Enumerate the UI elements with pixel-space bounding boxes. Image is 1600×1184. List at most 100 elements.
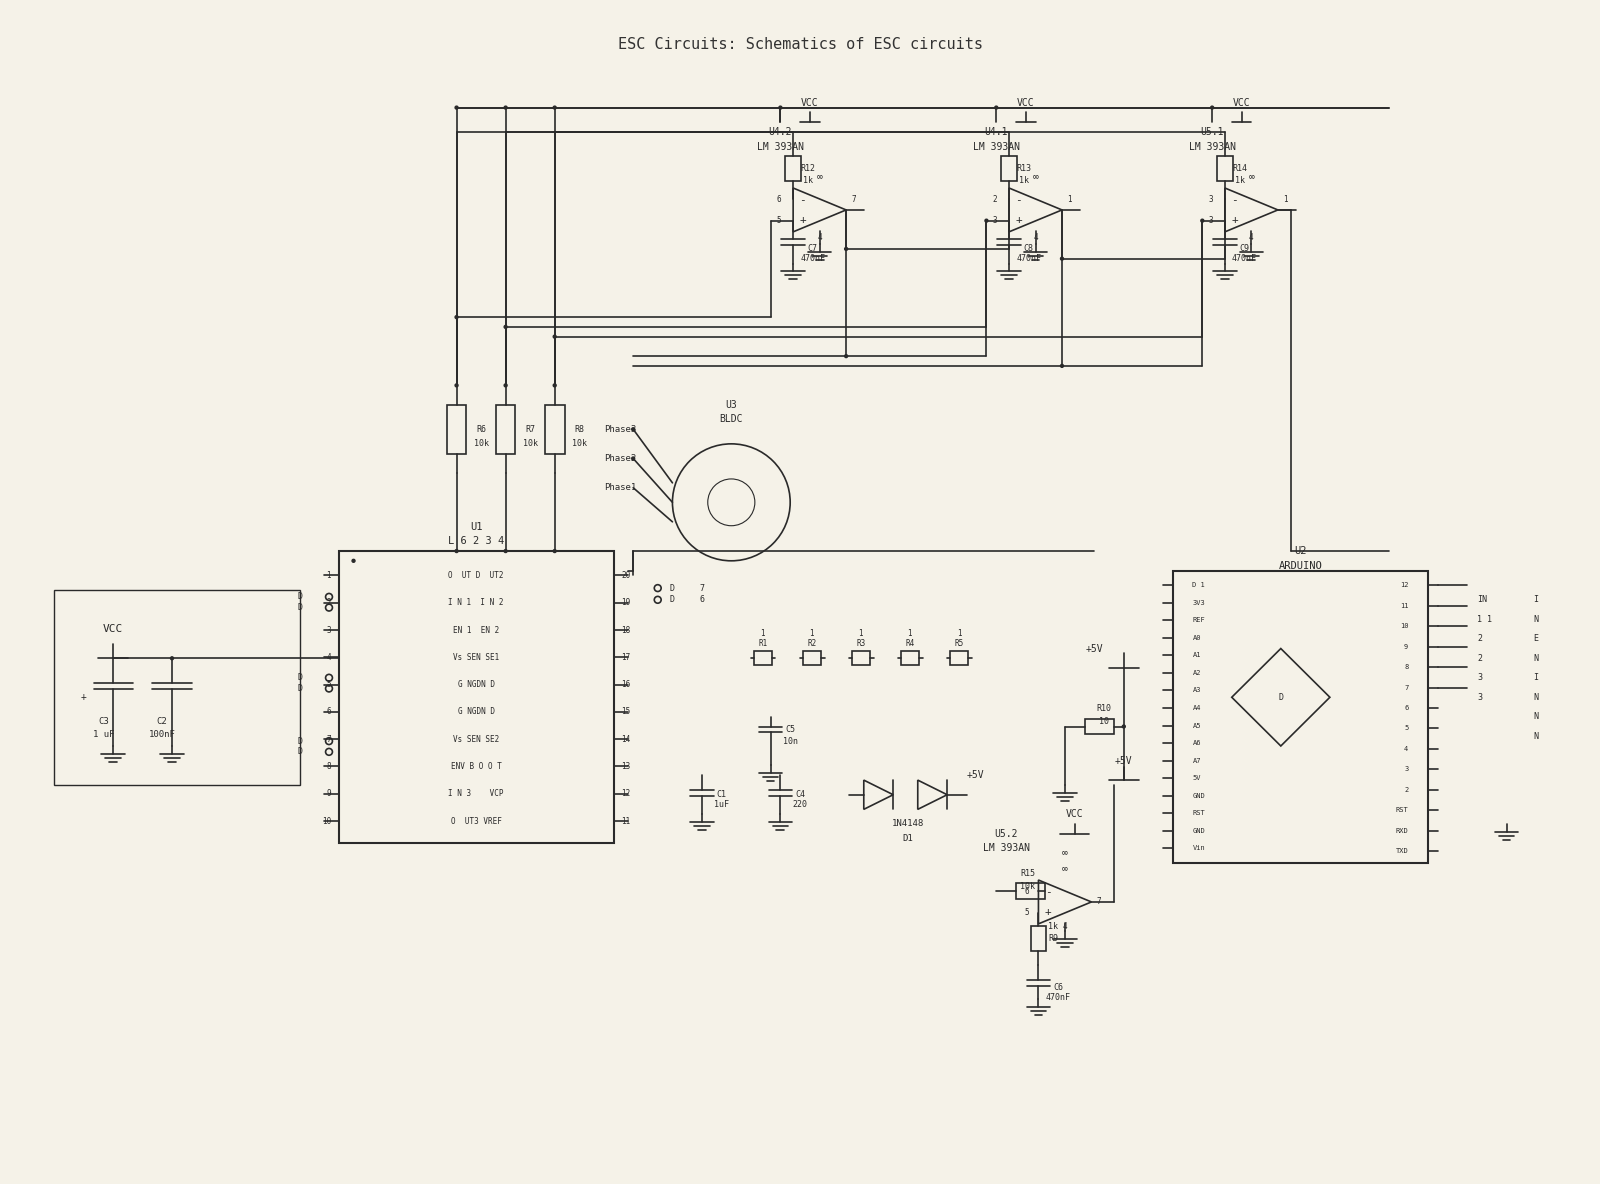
Text: G NGDN D: G NGDN D [458,707,494,716]
Circle shape [1122,725,1125,728]
Text: BLDC: BLDC [720,414,742,425]
Text: +: + [800,214,806,225]
Text: 3: 3 [1405,766,1408,772]
Text: D: D [298,747,302,757]
Text: 1: 1 [1486,614,1491,624]
Text: -: - [800,195,806,205]
Text: C9: C9 [1240,244,1250,253]
Bar [754,651,771,665]
Text: C5: C5 [786,725,795,734]
Text: A0: A0 [1192,635,1202,641]
Bar [1002,156,1018,181]
Text: I N 1  I N 2: I N 1 I N 2 [448,598,504,607]
Text: 6: 6 [1405,704,1408,710]
Text: D 1: D 1 [1192,583,1205,588]
Text: C3: C3 [98,718,109,726]
Text: 470nF: 470nF [1016,255,1042,263]
Text: Vs SEN SE2: Vs SEN SE2 [453,735,499,744]
Text: D: D [298,736,302,746]
Text: ARDUINO: ARDUINO [1278,561,1322,571]
Text: TXD: TXD [1395,848,1408,855]
Text: GND: GND [1192,828,1205,834]
Circle shape [845,355,848,358]
Text: 11: 11 [1400,603,1408,609]
Bar [1030,926,1046,951]
Text: 4: 4 [818,233,822,242]
Text: N: N [1533,654,1539,663]
Text: 5V: 5V [1192,776,1202,781]
Text: 3: 3 [992,217,997,225]
Text: 8: 8 [326,762,331,771]
Text: 10k: 10k [571,439,587,449]
Text: 1k: 1k [1048,922,1058,931]
Bar [54,590,299,785]
Text: U4.2: U4.2 [768,127,792,137]
Text: 10: 10 [1400,623,1408,629]
Text: 6: 6 [1024,887,1029,896]
Text: U3: U3 [725,400,738,410]
Text: 7: 7 [326,735,331,744]
Text: I: I [1533,674,1539,682]
Text: U4.1: U4.1 [984,127,1008,137]
Circle shape [504,549,507,553]
Text: +: + [1232,214,1238,225]
Text: 6: 6 [699,596,704,604]
Text: 8: 8 [1405,664,1408,670]
Bar [1016,883,1045,899]
Text: 7: 7 [699,584,704,593]
Text: C4: C4 [795,790,805,799]
Text: REF: REF [1192,617,1205,623]
Text: 3: 3 [1477,674,1482,682]
Text: 2: 2 [1405,787,1408,793]
Text: R3: R3 [856,639,866,648]
Text: 6: 6 [776,194,781,204]
Text: 17: 17 [621,652,630,662]
Circle shape [454,107,458,109]
Text: 1: 1 [760,630,765,638]
Text: 2: 2 [326,598,331,607]
Text: -: - [1045,887,1051,897]
Text: R7: R7 [525,425,534,433]
Circle shape [1061,257,1064,260]
Text: 10: 10 [1099,718,1109,726]
Text: U1: U1 [470,522,483,532]
Circle shape [632,427,635,431]
Text: VCC: VCC [102,624,123,635]
Text: C1: C1 [717,790,726,799]
Circle shape [554,384,557,387]
Circle shape [454,316,458,318]
Text: ∞: ∞ [1062,864,1067,874]
Bar [446,405,466,453]
Text: 11: 11 [621,817,630,825]
Text: N: N [1533,693,1539,702]
Text: 1: 1 [859,630,862,638]
Text: 9: 9 [1405,644,1408,650]
Text: 15: 15 [621,707,630,716]
Text: ESC Circuits: Schematics of ESC circuits: ESC Circuits: Schematics of ESC circuits [618,37,982,52]
Text: R8: R8 [574,425,584,433]
Bar [803,651,821,665]
Text: G NGDN D: G NGDN D [458,680,494,689]
Bar [496,405,515,453]
Text: 3: 3 [1208,194,1213,204]
Text: I N 3    VCP: I N 3 VCP [448,790,504,798]
Text: R9: R9 [1048,934,1058,944]
Text: +5V: +5V [1085,644,1102,654]
Circle shape [1211,107,1213,109]
Text: 1k: 1k [803,176,813,185]
Text: 2: 2 [992,194,997,204]
Text: 10: 10 [322,817,331,825]
Text: R12: R12 [800,163,816,173]
Text: 100nF: 100nF [149,729,176,739]
Text: 5: 5 [326,680,331,689]
Text: R5: R5 [954,639,963,648]
Text: 7: 7 [1405,684,1408,690]
Text: VCC: VCC [802,98,819,108]
Text: 10n: 10n [782,736,798,746]
Text: ∞: ∞ [816,172,822,182]
Text: 1: 1 [810,630,814,638]
Text: VCC: VCC [1018,98,1035,108]
Text: 18: 18 [621,625,630,635]
Text: 2: 2 [1477,654,1482,663]
Text: 5: 5 [776,217,781,225]
